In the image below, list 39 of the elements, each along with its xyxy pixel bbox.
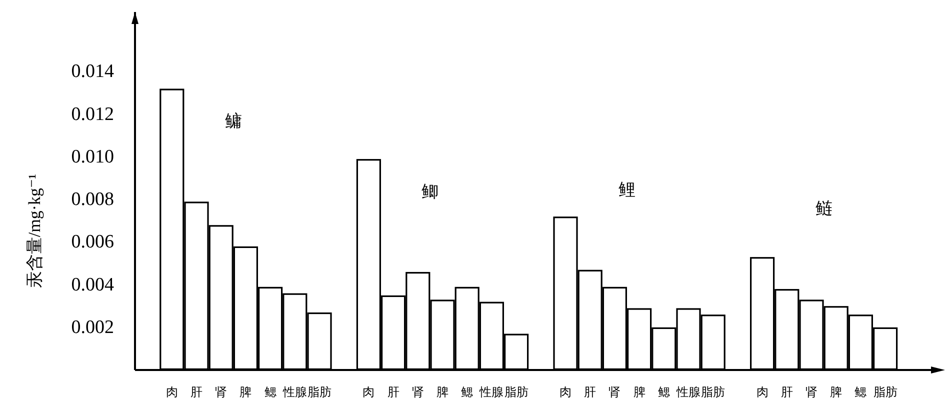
- annotation: 鳙: [224, 112, 242, 131]
- x-tick-label: 性腺: [676, 385, 700, 399]
- x-tick-label: 鳃: [461, 385, 474, 399]
- x-tick-label: 脂肪: [873, 385, 898, 399]
- annotation: 鲢: [815, 199, 832, 218]
- x-tick-label: 性腺: [478, 385, 504, 399]
- x-tick-label: 脾: [830, 385, 842, 399]
- annotation: 鲫: [422, 182, 439, 201]
- x-tick-label: 肾: [215, 385, 228, 399]
- x-tick-label: 性腺: [282, 385, 307, 399]
- x-tick-label: 脂肪: [701, 385, 726, 399]
- x-tick-label: 肝: [584, 385, 596, 399]
- x-tick-label: 肉: [166, 385, 178, 399]
- y-tick-label: 0.014: [71, 61, 114, 82]
- annotation: 鲤: [618, 180, 636, 199]
- y-tick-label: 0.008: [71, 189, 114, 210]
- x-tick-label: 肝: [780, 385, 793, 399]
- x-tick-label: 脾: [633, 385, 646, 399]
- x-tick-label: 肉: [560, 385, 572, 399]
- x-tick-label: 肾: [806, 385, 818, 399]
- x-tick-label: 肾: [608, 385, 621, 399]
- y-tick-label: 0.002: [71, 316, 114, 338]
- y-axis-title: 汞含量/mg·kg⁻¹: [25, 174, 44, 288]
- x-tick-label: 肉: [756, 385, 768, 399]
- x-tick-label: 脂肪: [308, 385, 332, 399]
- y-tick-label: 0.012: [71, 104, 114, 125]
- x-tick-label: 肉: [362, 385, 375, 399]
- x-tick-label: 脾: [240, 385, 252, 399]
- y-tick-label: 0.010: [71, 146, 114, 168]
- x-tick-label: 鳃: [854, 385, 867, 399]
- x-tick-label: 肝: [387, 385, 400, 399]
- y-tick-label: 0.006: [71, 232, 114, 253]
- x-tick-label: 脂肪: [504, 385, 528, 399]
- x-tick-label: 鳃: [264, 385, 276, 399]
- x-tick-label: 脾: [436, 385, 448, 399]
- y-tick-label: 0.004: [71, 274, 114, 296]
- x-tick-label: 肾: [412, 385, 424, 399]
- x-tick-label: 鳃: [658, 385, 670, 399]
- x-tick-label: 肝: [190, 385, 202, 399]
